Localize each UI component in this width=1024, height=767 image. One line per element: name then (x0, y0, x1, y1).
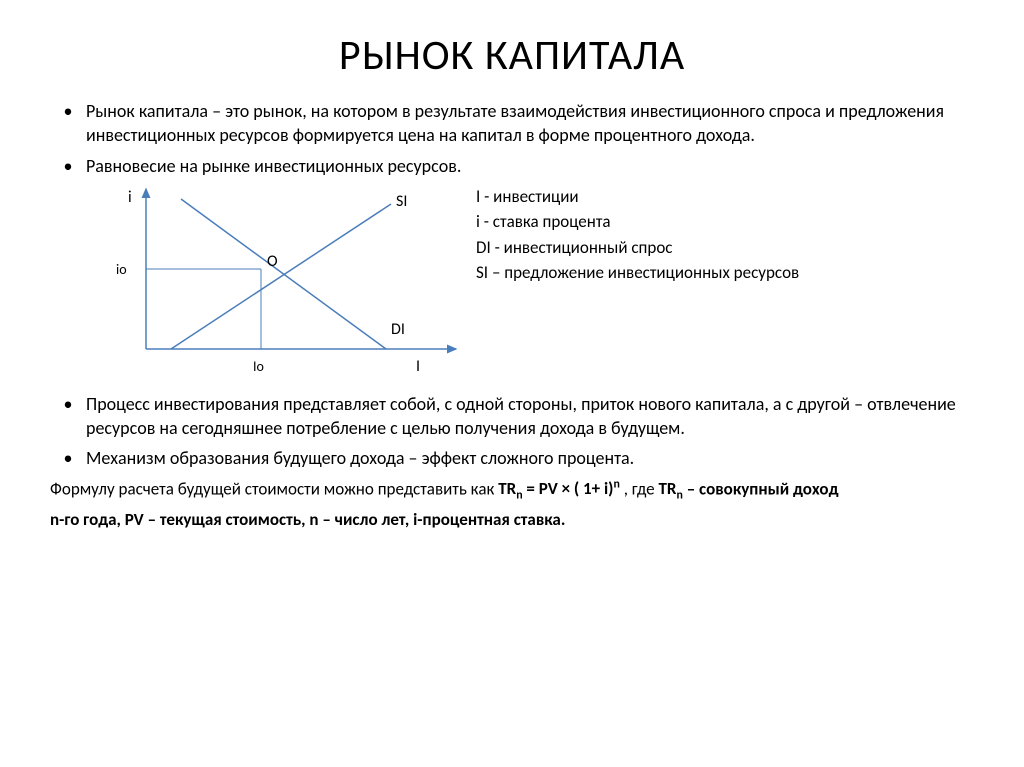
bullet-2: • Равновесие на рынке инвестиционных рес… (50, 154, 974, 178)
formula-intro: Формулу расчета будущей стоимости можно … (50, 478, 498, 499)
legend-i-rate: i - ставка процента (476, 209, 799, 235)
svg-text:DI: DI (391, 320, 405, 339)
legend-SI: SI – предложение инвестиционных ресурсов (476, 260, 799, 286)
formula-line-2: n-го года, PV – текущая стоимость, n – ч… (50, 508, 974, 532)
graph-legend: I - инвестиции i - ставка процента DI - … (466, 184, 799, 384)
bullet-marker: • (50, 392, 86, 441)
legend-I: I - инвестиции (476, 184, 799, 210)
bullet-text: Механизм образования будущего дохода – э… (86, 446, 974, 470)
formula-TRn2: TRn (658, 478, 682, 499)
formula-TRn: TRn (498, 478, 522, 499)
legend-DI: DI - инвестиционный спрос (476, 235, 799, 261)
bullet-marker: • (50, 446, 86, 470)
formula-tail: – совокупный доход (683, 478, 839, 499)
graph-and-legend: i io O SI DI Io I I - инвестиции i - ставка пр… (86, 184, 974, 384)
svg-text:Io: Io (253, 358, 264, 375)
bullet-4: • Механизм образования будущего дохода –… (50, 446, 974, 470)
page-title: РЫНОК КАПИТАЛА (50, 30, 974, 81)
svg-text:SI: SI (396, 192, 407, 211)
formula-vars: n-го года, PV – текущая стоимость, n – ч… (50, 509, 565, 530)
equilibrium-graph: i io O SI DI Io I (86, 184, 466, 384)
bullet-3: • Процесс инвестирования представляет со… (50, 392, 974, 441)
bullet-marker: • (50, 99, 86, 148)
svg-text:i: i (128, 188, 132, 207)
bullet-text: Рынок капитала – это рынок, на котором в… (86, 99, 974, 148)
bullet-text: Равновесие на рынке инвестиционных ресур… (86, 154, 974, 178)
formula-line-1: Формулу расчета будущей стоимости можно … (50, 477, 974, 505)
bullet-1: • Рынок капитала – это рынок, на котором… (50, 99, 974, 148)
formula-where: , где (620, 478, 659, 499)
graph-svg: i io O SI DI Io I (86, 184, 466, 384)
formula-eq: = PV × ( 1+ i)n (523, 478, 620, 499)
bullet-text: Процесс инвестирования представляет собо… (86, 392, 974, 441)
svg-text:O: O (267, 252, 278, 271)
svg-text:io: io (116, 261, 127, 278)
svg-text:I: I (416, 357, 420, 376)
bullet-marker: • (50, 154, 86, 178)
